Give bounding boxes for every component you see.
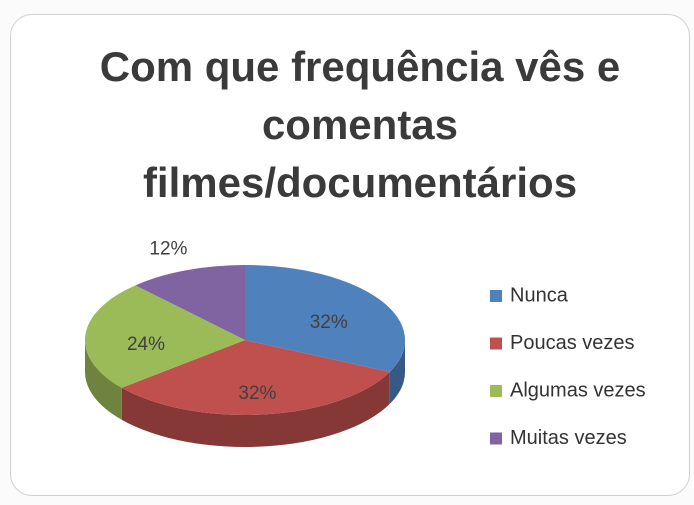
data-label: 32% [238, 383, 276, 404]
slice-top [85, 285, 245, 388]
data-label: 12% [149, 238, 187, 259]
chart-title: Com que frequência vês e comentas filmes… [99, 43, 621, 206]
legend-swatch [490, 290, 502, 302]
legend-label: Algumas vezes [510, 379, 646, 401]
slice-top [245, 265, 405, 372]
slice-top [121, 340, 390, 416]
slice-side [121, 371, 390, 448]
slice-top [135, 265, 245, 340]
slice-side [85, 340, 122, 420]
legend-swatch [490, 432, 502, 445]
data-label: 24% [127, 334, 165, 355]
legend-label: Muitas vezes [510, 427, 627, 449]
legend-label: Nunca [510, 284, 569, 306]
pie-slice [135, 265, 245, 340]
pie-slice [121, 340, 390, 448]
slice-side [389, 340, 405, 404]
legend-label: Poucas vezes [510, 332, 635, 354]
legend-swatch [490, 337, 502, 350]
data-label: 32% [310, 312, 348, 333]
pie-slice [85, 285, 245, 420]
pie-slice [245, 265, 405, 404]
legend-swatch [490, 385, 502, 397]
